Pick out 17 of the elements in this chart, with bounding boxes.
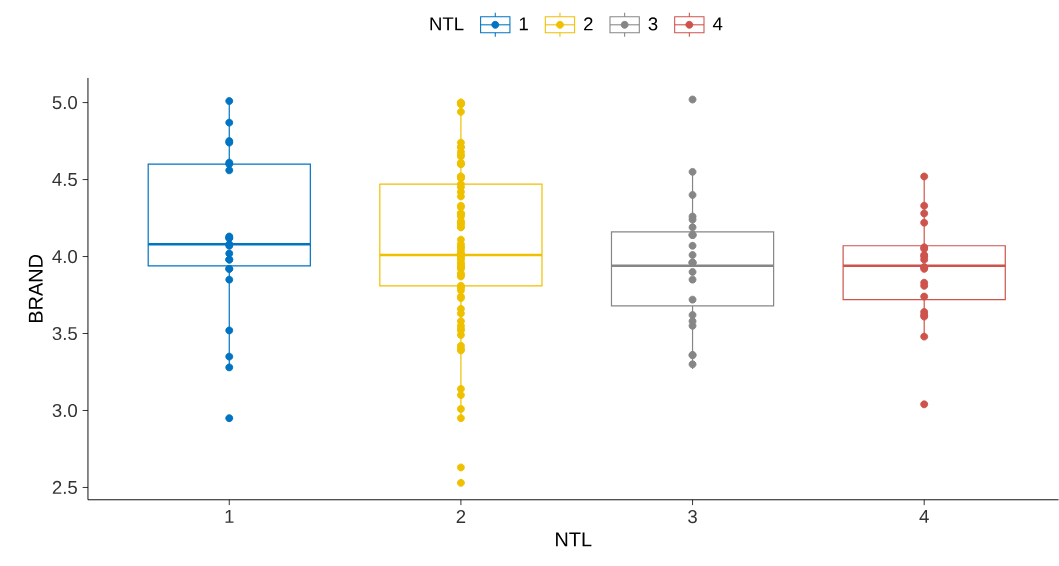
legend-label: 3: [648, 17, 658, 31]
legend-label: 4: [712, 17, 723, 31]
x-tick-label: 3: [688, 510, 697, 524]
y-tick-label: 5.0: [52, 96, 78, 110]
y-tick-label: 4.0: [52, 250, 78, 264]
x-tick-label: 2: [456, 510, 466, 524]
y-tick-label: 2.5: [52, 480, 77, 495]
legend-label: 2: [584, 17, 593, 31]
y-tick-label: 4.5: [52, 173, 77, 187]
y-tick-label: 3.0: [52, 404, 78, 418]
legend-label: 1: [519, 17, 528, 31]
x-axis-title: NTL: [556, 532, 592, 547]
y-axis-title: BRAND: [28, 255, 43, 323]
legend-title: NTL: [430, 17, 464, 31]
x-tick-label: 1: [225, 510, 234, 523]
y-tick-label: 3.5: [52, 327, 77, 341]
x-tick-label: 4: [919, 510, 929, 523]
